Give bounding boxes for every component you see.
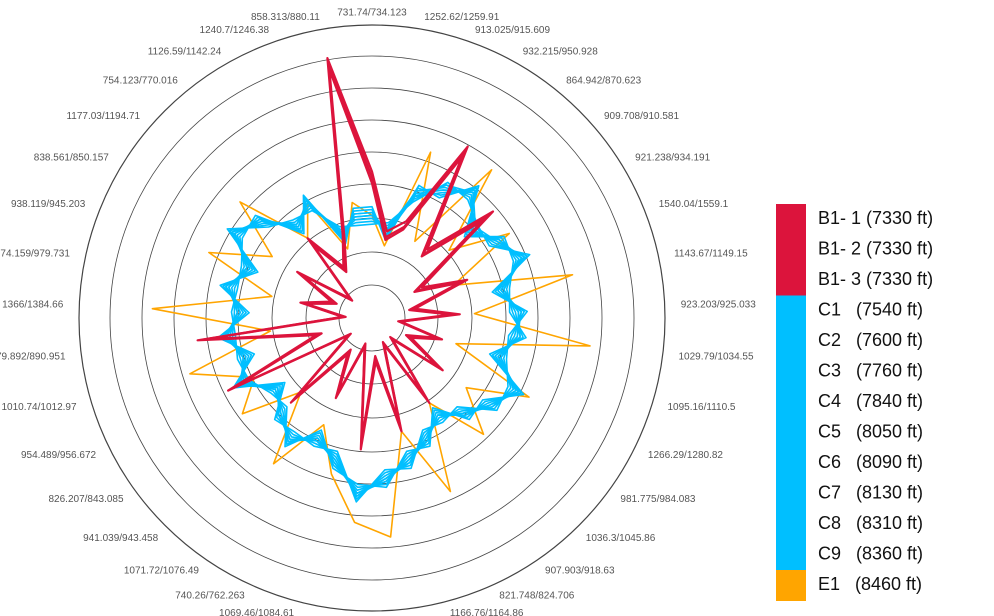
legend-swatch	[776, 204, 806, 235]
spoke-label: 1166.76/1164.86	[450, 608, 524, 616]
spoke-label: 921.238/934.191	[635, 153, 711, 164]
spoke-label: 879.892/890.951	[0, 351, 66, 362]
spoke-label: 838.561/850.157	[34, 153, 110, 164]
spoke-label: 821.748/824.706	[499, 591, 575, 602]
legend-swatch	[776, 265, 806, 296]
legend-label: C3 (7760 ft)	[818, 361, 923, 381]
legend-label: B1- 2 (7330 ft)	[818, 239, 933, 259]
spoke-label: 754.123/770.016	[103, 75, 179, 86]
legend-label: E1 (8460 ft)	[818, 574, 922, 594]
spoke-label: 1240.7/1246.38	[200, 25, 270, 36]
spoke-label: 932.215/950.928	[523, 46, 599, 57]
legend-swatch	[776, 326, 806, 357]
spoke-label: 740.26/762.263	[175, 591, 245, 602]
legend-label: B1- 1 (7330 ft)	[818, 208, 933, 228]
spoke-label: 941.039/943.458	[83, 533, 159, 544]
legend-label: C8 (8310 ft)	[818, 513, 923, 533]
spoke-label: 1029.79/1034.55	[678, 351, 754, 362]
series-line	[196, 56, 495, 451]
spoke-label: 1036.3/1045.86	[586, 533, 656, 544]
spoke-label: 1366/1384.66	[2, 300, 64, 311]
series-group	[151, 56, 591, 538]
spoke-label: 826.207/843.085	[48, 494, 124, 505]
ring	[173, 119, 571, 517]
series-line	[225, 189, 523, 495]
spoke-label: 974.159/979.731	[0, 248, 70, 259]
spoke-label: 1177.03/1194.71	[66, 111, 140, 122]
legend-swatch	[776, 509, 806, 540]
ring	[78, 24, 666, 612]
spoke-label: 1095.16/1110.5	[667, 402, 735, 413]
spoke-label: 938.119/945.203	[11, 199, 86, 210]
spoke-label: 1252.62/1259.91	[424, 12, 500, 23]
legend-swatch	[776, 356, 806, 388]
spoke-label: 1071.72/1076.49	[124, 565, 200, 576]
legend-label: C1 (7540 ft)	[818, 300, 923, 320]
legend-label: C6 (8090 ft)	[818, 452, 923, 472]
legend-swatch	[776, 478, 806, 510]
spoke-label: 913.025/915.609	[475, 25, 551, 36]
ring	[141, 87, 603, 549]
spoke-label: 1126.59/1142.24	[148, 46, 222, 57]
legend-swatch	[776, 295, 806, 327]
legend-label: C4 (7840 ft)	[818, 391, 923, 411]
spoke-label: 731.74/734.123	[337, 8, 407, 19]
legend-label: C9 (8360 ft)	[818, 544, 923, 564]
spoke-label: 981.775/984.083	[620, 494, 696, 505]
legend-label: C5 (8050 ft)	[818, 422, 923, 442]
legend-label: C2 (7600 ft)	[818, 330, 923, 350]
spoke-label: 1010.74/1012.97	[1, 402, 77, 413]
spoke-label: 864.942/870.623	[566, 75, 642, 86]
legend-swatch	[776, 417, 806, 449]
spoke-label: 909.708/910.581	[604, 111, 680, 122]
spoke-label: 1266.29/1280.82	[648, 450, 724, 461]
spoke-label: 1143.67/1149.15	[674, 248, 748, 259]
legend-swatch	[776, 448, 806, 479]
legend-label: B1- 3 (7330 ft)	[818, 269, 933, 289]
spoke-label: 1069.46/1084.61	[219, 608, 295, 616]
series-line	[217, 181, 531, 503]
spoke-label: 923.203/925.033	[681, 300, 757, 311]
legend-swatch	[776, 570, 806, 601]
legend-swatch	[776, 387, 806, 418]
spoke-label: 1540.04/1559.1	[659, 199, 729, 210]
spoke-label: 907.903/918.63	[545, 565, 615, 576]
rings	[78, 24, 666, 612]
spoke-label: 858.313/880.11	[251, 12, 320, 23]
legend-swatch	[776, 539, 806, 571]
legend-swatch	[776, 234, 806, 266]
legend-label: C7 (8130 ft)	[818, 483, 923, 503]
ring	[109, 55, 635, 581]
spoke-label: 954.489/956.672	[21, 450, 97, 461]
